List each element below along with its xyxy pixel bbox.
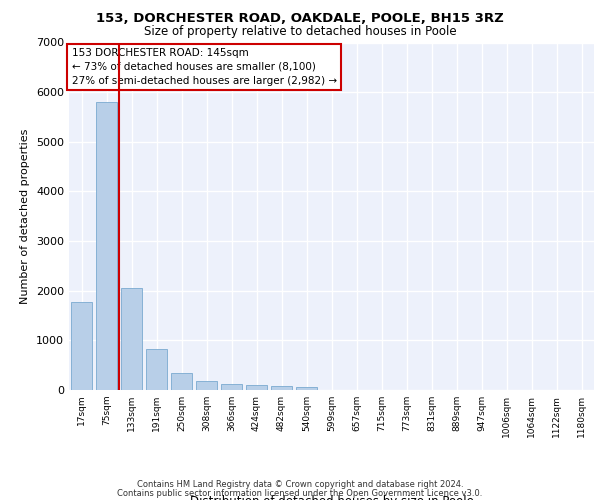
Bar xyxy=(171,373,192,390)
Bar xyxy=(246,385,267,390)
Y-axis label: Number of detached properties: Number of detached properties xyxy=(20,128,31,304)
Text: 153 DORCHESTER ROAD: 145sqm
← 73% of detached houses are smaller (8,100)
27% of : 153 DORCHESTER ROAD: 145sqm ← 73% of det… xyxy=(71,48,337,86)
X-axis label: Distribution of detached houses by size in Poole: Distribution of detached houses by size … xyxy=(190,496,473,500)
Bar xyxy=(146,350,167,390)
Text: Contains HM Land Registry data © Crown copyright and database right 2024.: Contains HM Land Registry data © Crown c… xyxy=(137,480,463,489)
Bar xyxy=(271,386,292,390)
Bar xyxy=(196,381,217,390)
Text: Size of property relative to detached houses in Poole: Size of property relative to detached ho… xyxy=(143,25,457,38)
Text: 153, DORCHESTER ROAD, OAKDALE, POOLE, BH15 3RZ: 153, DORCHESTER ROAD, OAKDALE, POOLE, BH… xyxy=(96,12,504,26)
Bar xyxy=(296,387,317,390)
Bar xyxy=(221,384,242,390)
Bar xyxy=(121,288,142,390)
Bar xyxy=(71,302,92,390)
Bar xyxy=(96,102,117,390)
Text: Contains public sector information licensed under the Open Government Licence v3: Contains public sector information licen… xyxy=(118,488,482,498)
